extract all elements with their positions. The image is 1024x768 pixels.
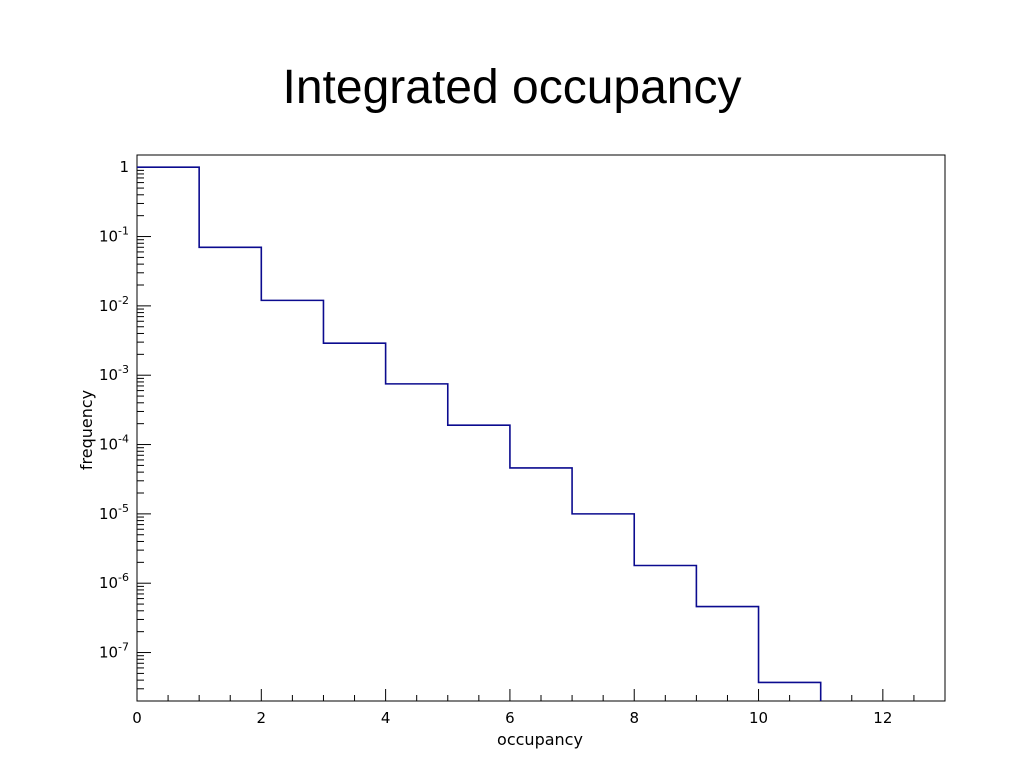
histogram-bin (634, 566, 696, 701)
y-tick-label: 10-5 (99, 502, 129, 523)
histogram-bin (510, 468, 572, 701)
x-tick-label: 0 (132, 709, 142, 727)
histogram-bin (137, 167, 199, 701)
y-tick-label: 10-1 (99, 225, 129, 246)
histogram-bin (386, 384, 448, 701)
y-tick-label: 10-6 (99, 571, 129, 592)
x-axis-title: occupancy (497, 730, 583, 749)
y-axis-title: frequency (77, 390, 96, 470)
slide-title: Integrated occupancy (282, 61, 742, 114)
y-tick-label: 1 (119, 158, 129, 176)
y-tick-label: 10-2 (99, 294, 129, 315)
histogram-bin (572, 514, 634, 701)
histogram-bin (199, 247, 261, 701)
tick-labels: 0 2 4 6 8 10 12 1 10-1 10-2 10-3 10-4 10-5 10-6 10-7 (99, 158, 892, 727)
histogram-bin (696, 607, 758, 701)
histogram-line (137, 166, 822, 701)
histogram-bin (261, 300, 323, 701)
histogram-bin (448, 425, 510, 701)
x-tick-label: 6 (505, 709, 515, 727)
x-tick-label: 8 (629, 709, 639, 727)
x-tick-label: 12 (873, 709, 892, 727)
x-tick-label: 4 (381, 709, 391, 727)
histogram-series (137, 166, 822, 701)
y-tick-label: 10-3 (99, 363, 129, 384)
x-tick-label: 10 (749, 709, 768, 727)
y-tick-label: 10-4 (99, 433, 129, 454)
histogram-bin (759, 682, 821, 701)
x-tick-label: 2 (257, 709, 267, 727)
y-tick-label: 10-7 (99, 641, 129, 662)
histogram-bin (323, 343, 385, 701)
